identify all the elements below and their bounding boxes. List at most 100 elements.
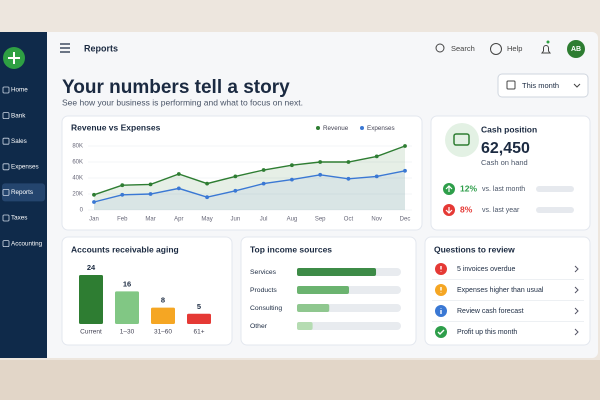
cash-caption: Cash on hand <box>481 158 528 167</box>
change-value: 12% <box>460 183 477 193</box>
card-title: Top income sources <box>250 244 332 254</box>
series-line <box>93 170 406 203</box>
point <box>403 168 407 173</box>
nav-icon <box>2 112 10 119</box>
change-label: vs. last month <box>482 186 525 193</box>
placeholder-bar <box>536 186 574 192</box>
y-tick-label: 60K <box>72 160 83 166</box>
date-filter-label: This month <box>522 81 559 90</box>
question[interactable]: Profit up this month <box>457 329 517 336</box>
bar-value: 16 <box>123 279 131 288</box>
nav-item[interactable]: Home <box>11 87 28 94</box>
change-label: vs. last year <box>482 207 520 214</box>
point <box>290 177 294 182</box>
legend-swatch <box>360 126 364 130</box>
category-label: Services <box>250 269 277 276</box>
desk <box>0 360 600 400</box>
legend-swatch <box>316 126 320 130</box>
trend-arrow <box>445 207 453 214</box>
search-icon[interactable] <box>435 43 445 53</box>
x-tick-label: Apr <box>174 217 183 223</box>
nav-item[interactable]: Accounting <box>11 240 43 247</box>
change-value: 8% <box>460 204 473 214</box>
y-tick-label: 0 <box>80 208 84 214</box>
point <box>205 181 209 186</box>
row-chevron[interactable] <box>574 307 579 315</box>
menu-icon[interactable] <box>60 43 70 53</box>
point <box>148 182 153 187</box>
nav-icon <box>2 188 10 196</box>
questions-card <box>424 236 591 346</box>
avatar[interactable] <box>567 40 585 58</box>
row-chevron[interactable] <box>574 286 579 294</box>
point <box>403 144 407 148</box>
nav-item[interactable]: Expenses <box>11 163 39 170</box>
point <box>290 163 294 168</box>
y-tick-label: 80K <box>72 144 83 150</box>
row-chevron[interactable] <box>574 328 579 336</box>
chevron <box>573 83 581 88</box>
question[interactable]: Review cash forecast <box>457 308 524 315</box>
bar-value: 8 <box>161 296 165 305</box>
category-label: Other <box>250 323 268 330</box>
nav-item[interactable]: Taxes <box>11 215 27 222</box>
point <box>346 160 351 164</box>
x-tick-label: Jun <box>231 217 241 223</box>
point <box>261 181 266 186</box>
point <box>346 176 351 181</box>
revenue-card <box>61 115 423 231</box>
x-tick-label: Oct <box>344 217 354 223</box>
card-title: Revenue vs Expenses <box>71 122 161 132</box>
question[interactable]: 5 invoices overdue <box>457 266 515 273</box>
status-icon <box>435 326 447 338</box>
point <box>318 160 323 164</box>
point <box>318 172 323 177</box>
bell-icon[interactable] <box>541 45 551 54</box>
page-name: Reports <box>84 43 118 53</box>
x-tick-label: Feb <box>117 217 128 223</box>
search[interactable]: Search <box>451 44 475 53</box>
point <box>261 168 266 172</box>
calendar-icon <box>506 80 516 90</box>
help-icon[interactable] <box>490 43 502 55</box>
wallet-badge <box>445 123 479 157</box>
nav-item[interactable]: Bank <box>11 112 26 119</box>
x-tick-label: 61+ <box>193 329 204 336</box>
help[interactable]: Help <box>507 44 522 53</box>
bell-dot <box>546 40 550 44</box>
bar <box>297 322 313 330</box>
point <box>233 188 238 193</box>
headline: Your numbers tell a story <box>62 77 290 98</box>
category-label: Consulting <box>250 305 282 312</box>
nav-icon <box>2 137 10 145</box>
question[interactable]: Expenses higher than usual <box>457 287 544 294</box>
placeholder-bar <box>536 207 574 213</box>
row-chevron[interactable] <box>574 265 579 273</box>
legend-label: Expenses <box>367 125 395 132</box>
nav-item[interactable]: Reports <box>11 189 33 196</box>
date-filter[interactable] <box>497 73 589 98</box>
point <box>92 192 96 197</box>
nav-icon <box>2 86 10 94</box>
plus-icon <box>8 52 20 64</box>
bar <box>115 291 139 324</box>
x-tick-label: Nov <box>371 217 382 223</box>
bar-value: 24 <box>87 263 96 272</box>
nav-item[interactable]: Sales <box>11 138 27 145</box>
x-tick-label: Current <box>80 329 102 336</box>
subheadline: See how your business is performing and … <box>62 97 303 107</box>
avatar-initials: AB <box>571 46 581 53</box>
series-line <box>93 145 406 196</box>
bar <box>297 286 349 294</box>
y-tick-label: 20K <box>72 192 83 198</box>
category-label: Products <box>250 287 277 294</box>
x-tick-label: May <box>201 217 212 223</box>
bar <box>151 307 175 324</box>
card-title: Cash position <box>481 124 537 134</box>
bar <box>297 268 377 276</box>
x-tick-label: Aug <box>287 217 298 223</box>
point <box>205 195 209 200</box>
cash-amount: 62,450 <box>481 140 530 157</box>
card-title: Questions to review <box>434 244 515 254</box>
